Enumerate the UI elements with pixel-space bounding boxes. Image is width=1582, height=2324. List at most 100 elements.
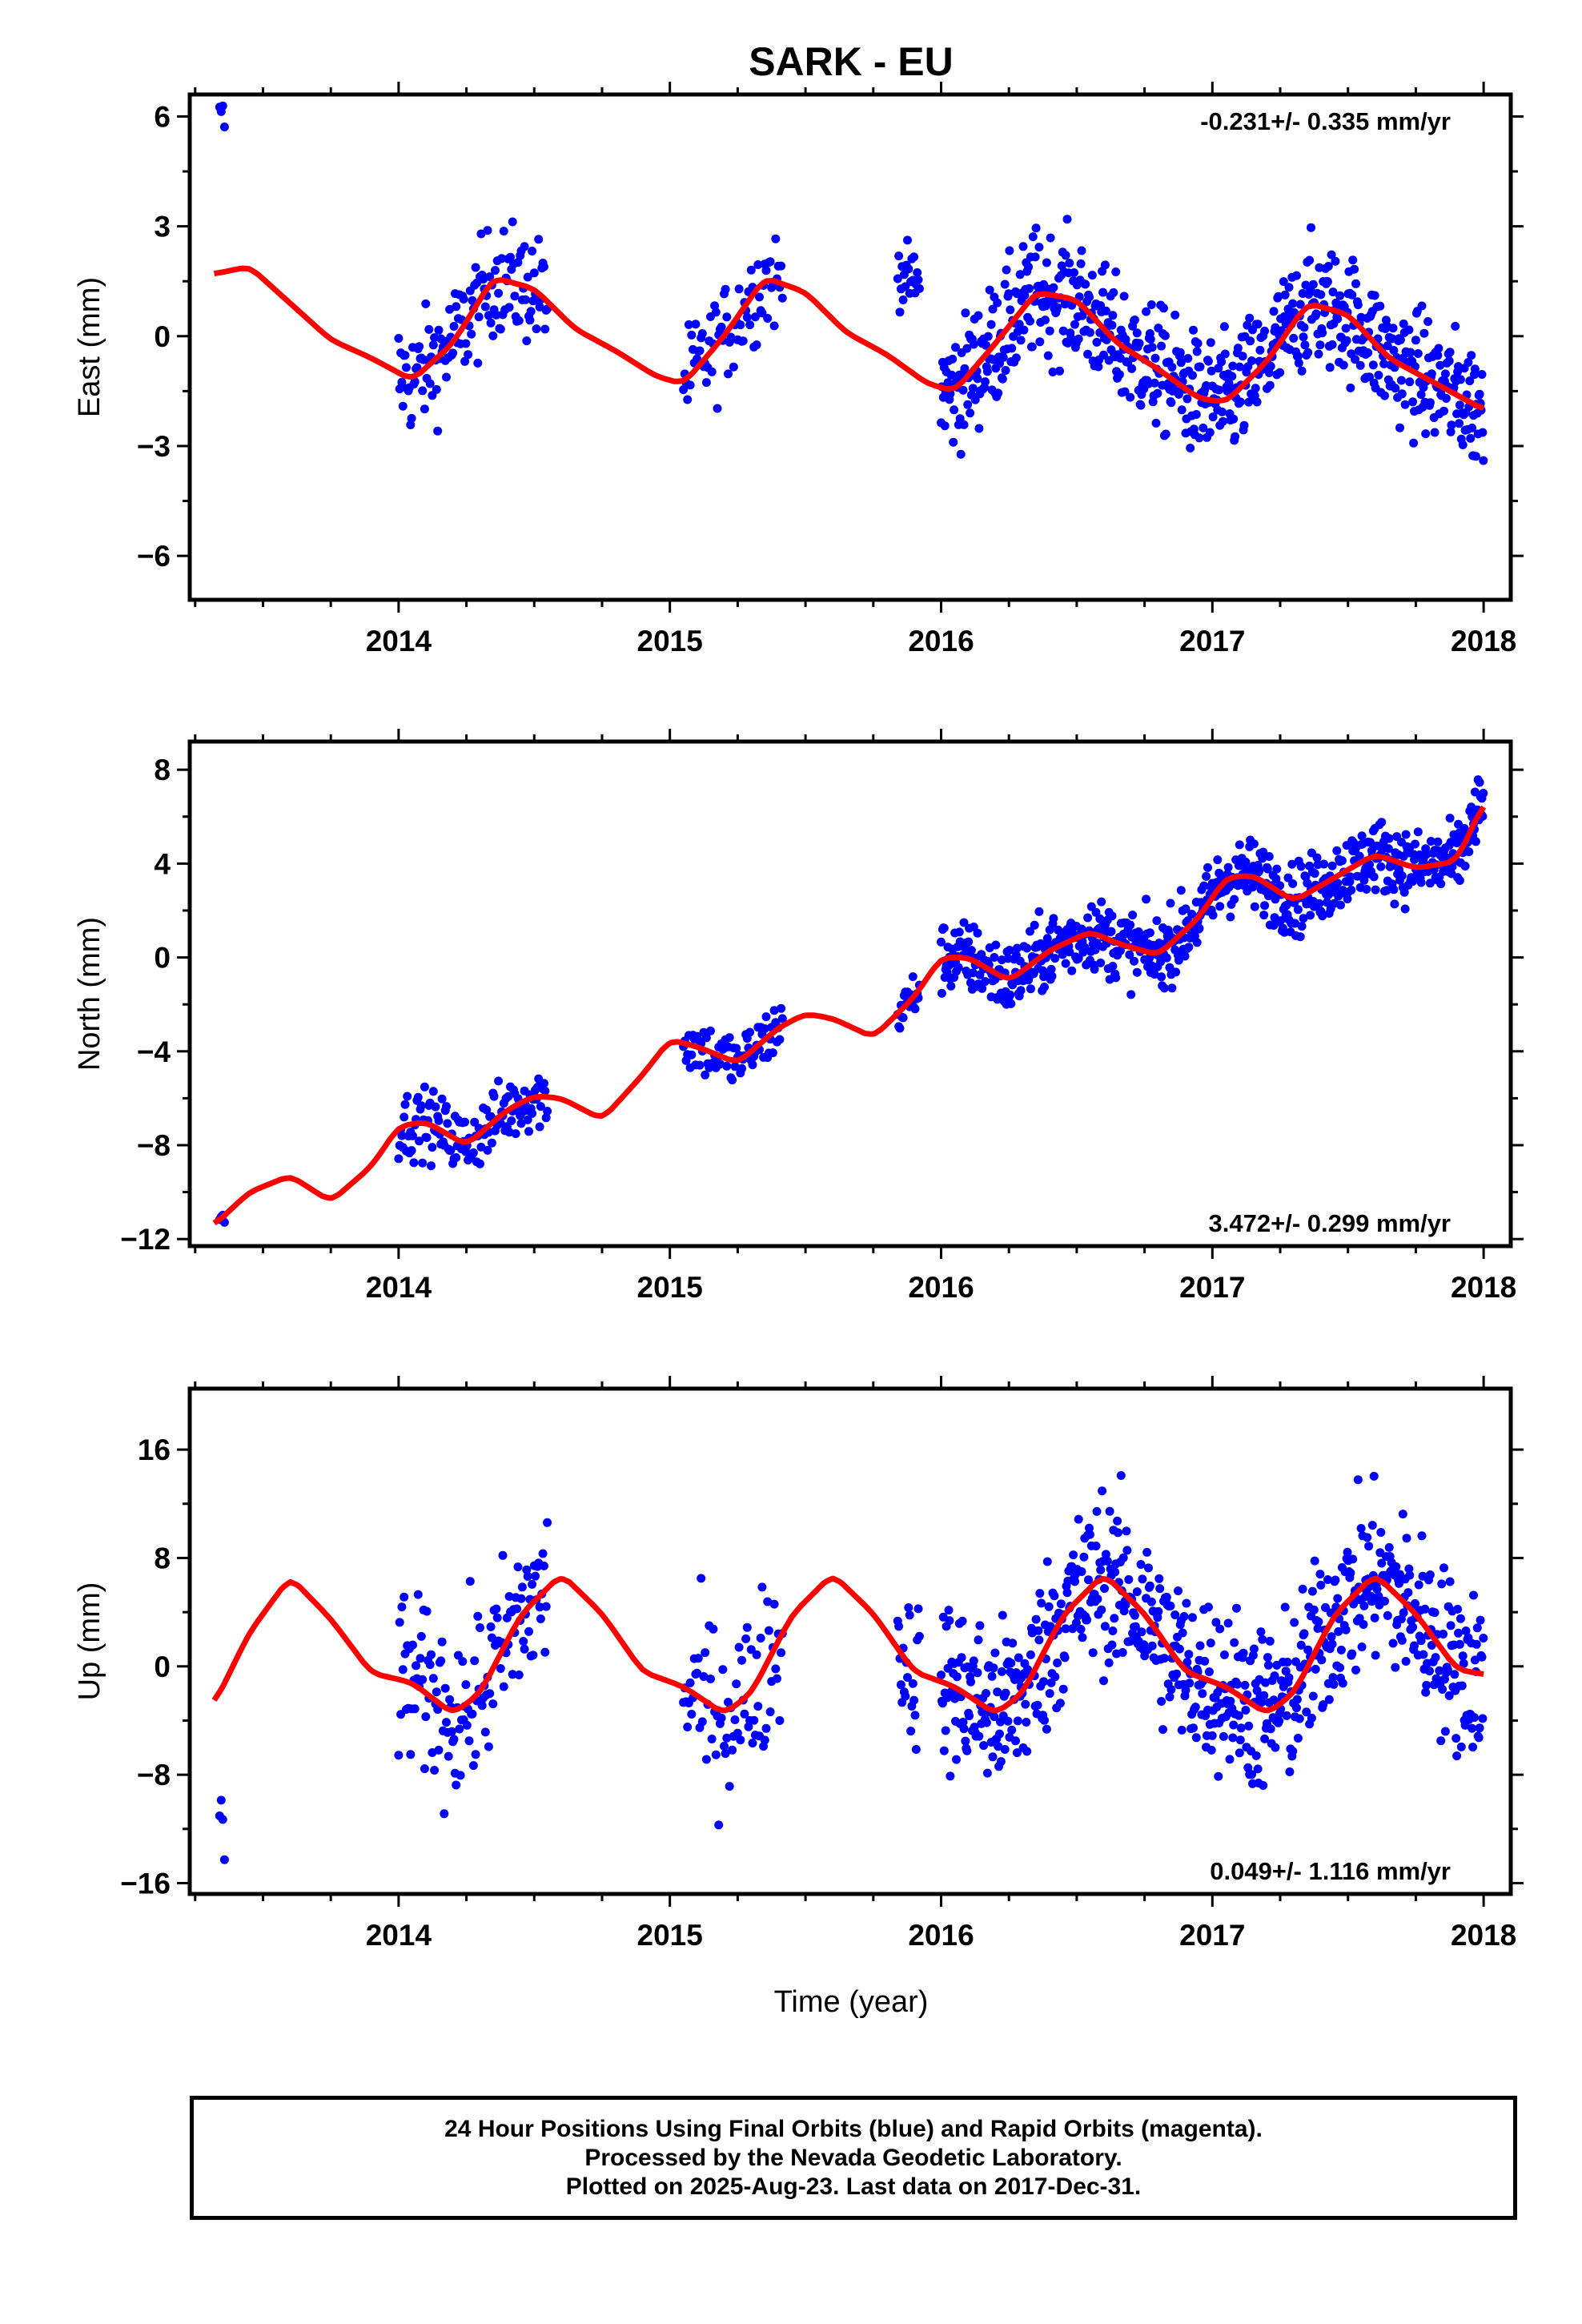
observation-point bbox=[1118, 1553, 1128, 1562]
observation-point bbox=[1425, 1667, 1434, 1676]
observation-point bbox=[1303, 348, 1313, 357]
observation-point bbox=[1092, 1506, 1102, 1516]
observation-point bbox=[1257, 1698, 1267, 1707]
observation-point bbox=[432, 384, 441, 394]
observation-point bbox=[1217, 357, 1227, 367]
observation-point bbox=[428, 340, 438, 350]
observation-point bbox=[1452, 1751, 1462, 1761]
observation-point bbox=[1074, 334, 1083, 344]
observation-point bbox=[1408, 397, 1418, 407]
observation-point bbox=[1353, 300, 1363, 310]
observation-point bbox=[1436, 1736, 1446, 1746]
observation-point bbox=[701, 1648, 710, 1658]
observation-point bbox=[903, 1673, 912, 1683]
observation-point bbox=[1026, 316, 1034, 326]
observation-point bbox=[898, 1013, 908, 1023]
observation-point bbox=[1391, 1562, 1401, 1571]
observation-point bbox=[535, 1602, 544, 1612]
observation-point bbox=[981, 377, 990, 387]
x-tick-label: 2017 bbox=[1179, 625, 1245, 657]
y-tick-label: 8 bbox=[154, 1542, 171, 1574]
footer-line-2: Processed by the Nevada Geodetic Laborat… bbox=[584, 2144, 1122, 2171]
observation-point bbox=[1058, 950, 1067, 959]
observation-point bbox=[460, 1117, 470, 1127]
observation-point bbox=[986, 320, 996, 329]
observation-point bbox=[1188, 1613, 1197, 1622]
observation-point bbox=[1365, 372, 1374, 382]
observation-point bbox=[1370, 1613, 1379, 1622]
observation-point bbox=[1295, 1714, 1304, 1723]
observation-point bbox=[1440, 369, 1450, 379]
observation-point bbox=[1154, 1606, 1163, 1616]
observation-point bbox=[1384, 834, 1394, 843]
observation-point bbox=[477, 1701, 487, 1711]
observation-point bbox=[525, 316, 535, 325]
observation-point bbox=[1452, 1734, 1461, 1743]
observation-point bbox=[909, 1695, 919, 1705]
observation-point bbox=[1043, 351, 1053, 360]
observation-point bbox=[1078, 311, 1087, 320]
observation-point bbox=[447, 1727, 456, 1736]
observation-point bbox=[913, 275, 923, 284]
observation-point bbox=[1207, 1745, 1216, 1755]
y-tick-label: 3 bbox=[154, 211, 171, 243]
observation-point bbox=[540, 1086, 550, 1096]
observation-point bbox=[1288, 299, 1298, 308]
observation-point bbox=[1457, 1681, 1467, 1691]
observation-point bbox=[1058, 326, 1068, 336]
x-tick-label: 2017 bbox=[1179, 1919, 1245, 1952]
observation-point bbox=[1305, 255, 1315, 265]
observation-point bbox=[914, 283, 924, 293]
observation-point bbox=[534, 235, 544, 244]
observation-point bbox=[1411, 839, 1419, 849]
observation-point bbox=[541, 1602, 551, 1611]
observation-point bbox=[1339, 360, 1348, 370]
observation-point bbox=[452, 1780, 461, 1790]
observation-point bbox=[764, 1626, 773, 1635]
observation-point bbox=[1351, 279, 1360, 288]
observation-point bbox=[1260, 901, 1270, 911]
observation-point bbox=[1181, 904, 1191, 914]
observation-point bbox=[1093, 1594, 1102, 1604]
observation-point bbox=[1099, 1676, 1108, 1686]
observation-point bbox=[516, 1594, 526, 1603]
observation-point bbox=[1115, 946, 1125, 955]
observation-point bbox=[1341, 324, 1351, 333]
observation-point bbox=[430, 333, 440, 343]
observation-point bbox=[1193, 339, 1203, 348]
observation-point bbox=[1413, 349, 1423, 358]
observation-point bbox=[432, 1687, 441, 1697]
observation-point bbox=[1249, 1644, 1259, 1654]
observation-point bbox=[1314, 1617, 1323, 1626]
observation-point bbox=[1107, 911, 1117, 921]
observation-point bbox=[1478, 428, 1488, 437]
observation-point bbox=[1308, 1691, 1318, 1701]
observation-point bbox=[1031, 1614, 1041, 1624]
observation-point bbox=[965, 1711, 974, 1721]
observation-point bbox=[1165, 1692, 1174, 1702]
observation-point bbox=[1000, 279, 1010, 289]
observation-point bbox=[1271, 1743, 1280, 1752]
observation-point bbox=[1324, 1695, 1334, 1704]
observation-point bbox=[695, 1060, 705, 1070]
observation-point bbox=[1376, 1528, 1386, 1537]
observation-point bbox=[1327, 1639, 1337, 1649]
observation-point bbox=[1260, 326, 1270, 336]
observation-point bbox=[745, 1027, 755, 1037]
observation-point bbox=[507, 1116, 516, 1125]
observation-point bbox=[1206, 338, 1215, 348]
observation-point bbox=[940, 421, 950, 431]
observation-point bbox=[508, 217, 517, 227]
observation-point bbox=[1110, 1567, 1120, 1577]
observation-point bbox=[1397, 871, 1407, 881]
observation-point bbox=[722, 1061, 732, 1071]
observation-point bbox=[1096, 301, 1106, 310]
observation-point bbox=[453, 1651, 463, 1660]
rate-annotation: 0.049+/- 1.116 mm/yr bbox=[1210, 1857, 1451, 1885]
observation-point bbox=[973, 374, 982, 384]
observation-point bbox=[1081, 279, 1090, 289]
observation-point bbox=[1061, 1624, 1070, 1634]
observation-point bbox=[1329, 1679, 1339, 1689]
observation-point bbox=[966, 408, 975, 418]
observation-point bbox=[1181, 1686, 1191, 1695]
